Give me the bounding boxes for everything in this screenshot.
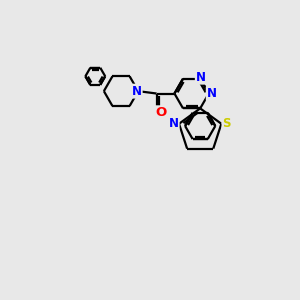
Text: N: N (207, 87, 217, 100)
Text: S: S (223, 117, 231, 130)
Text: N: N (169, 117, 179, 130)
Text: N: N (196, 71, 206, 84)
Text: O: O (155, 106, 167, 119)
Text: N: N (132, 85, 142, 98)
